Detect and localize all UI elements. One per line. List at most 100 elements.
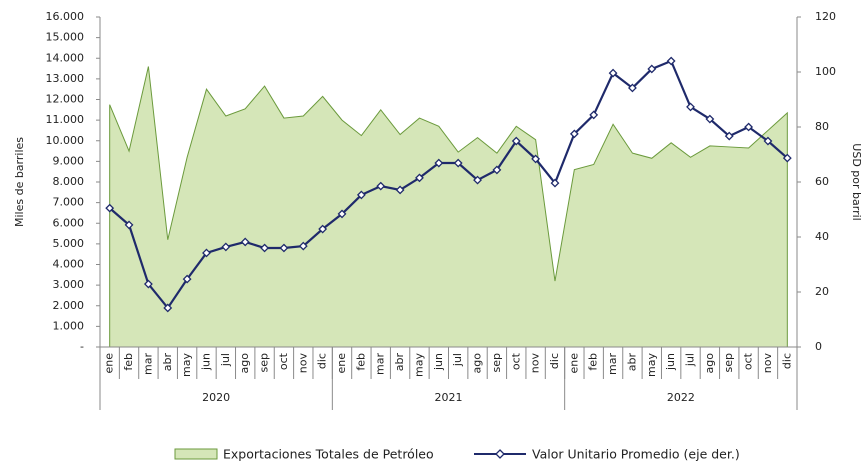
marker	[666, 56, 676, 66]
marker	[647, 64, 657, 74]
x-tick-label: jul	[451, 353, 464, 367]
y-tick-label: -	[80, 340, 84, 353]
marker	[318, 224, 328, 234]
x-tick-label: ago	[703, 353, 716, 374]
x-tick-label: ene	[567, 353, 580, 374]
y-tick-label: 1.000	[53, 319, 85, 332]
x-tick-label: dic	[548, 353, 561, 369]
marker	[492, 165, 502, 175]
y2-axis-label: USD por barril	[850, 143, 863, 220]
y2-tick-label: 20	[815, 285, 829, 298]
marker	[724, 131, 734, 141]
legend-swatch-area	[174, 448, 218, 460]
y-tick-label: 11.000	[46, 113, 85, 126]
x-tick-label: nov	[296, 353, 309, 374]
marker	[434, 158, 444, 168]
y2-tick-label: 80	[815, 120, 829, 133]
x-tick-label: abr	[393, 353, 406, 372]
x-tick-label: ago	[238, 353, 251, 374]
x-tick-label: dic	[316, 353, 329, 369]
x-tick-label: oct	[742, 352, 755, 370]
x-tick-label: ago	[471, 353, 484, 374]
marker	[686, 102, 695, 112]
x-tick-label: abr	[625, 353, 638, 372]
marker	[356, 190, 366, 200]
x-tick-label: sep	[258, 353, 271, 372]
marker	[105, 203, 115, 213]
legend-label: Exportaciones Totales de Petróleo	[223, 447, 434, 462]
y-tick-label: 8.000	[53, 175, 85, 188]
marker	[608, 68, 618, 78]
marker	[589, 110, 599, 120]
y-tick-label: 7.000	[53, 196, 85, 209]
x-tick-label: jul	[684, 353, 697, 367]
marker	[279, 243, 289, 253]
marker	[569, 129, 579, 139]
x-tick-label: feb	[587, 353, 600, 371]
y-axis-label: Miles de barriles	[13, 137, 26, 227]
marker	[511, 136, 521, 146]
group-label: 2020	[202, 391, 230, 404]
marker	[163, 303, 173, 313]
y-tick-label: 2.000	[53, 299, 85, 312]
marker	[395, 185, 405, 195]
y-tick-label: 16.000	[46, 10, 85, 23]
x-tick-label: sep	[490, 353, 503, 372]
marker	[202, 248, 211, 258]
legend-label: Valor Unitario Promedio (eje der.)	[532, 447, 740, 462]
x-tick-label: jun	[432, 353, 445, 371]
y2-tick-label: 100	[815, 65, 836, 78]
x-tick-label: nov	[761, 353, 774, 374]
y-tick-label: 9.000	[53, 154, 85, 167]
x-tick-label: oct	[277, 352, 290, 370]
y-tick-label: 13.000	[46, 72, 85, 85]
x-tick-label: feb	[122, 353, 135, 371]
x-tick-label: jun	[664, 353, 677, 371]
marker	[763, 136, 773, 146]
marker	[782, 153, 792, 163]
marker	[260, 243, 269, 253]
x-tick-label: may	[645, 353, 658, 377]
marker	[298, 241, 308, 251]
marker	[550, 178, 560, 188]
x-tick-label: mar	[606, 353, 619, 375]
marker	[705, 114, 715, 124]
marker	[337, 209, 347, 219]
marker	[376, 181, 386, 191]
x-tick-label: feb	[354, 353, 367, 371]
x-tick-label: jun	[199, 353, 212, 371]
y-tick-label: 4.000	[53, 258, 85, 271]
y2-tick-label: 120	[815, 10, 836, 23]
y-tick-label: 5.000	[53, 237, 85, 250]
marker	[453, 158, 463, 168]
x-tick-label: dic	[780, 353, 793, 369]
x-tick-label: sep	[722, 353, 735, 372]
legend-marker	[495, 449, 505, 459]
x-tick-label: may	[180, 353, 193, 377]
marker	[531, 154, 541, 164]
marker	[744, 122, 754, 132]
y2-tick-label: 0	[815, 340, 822, 353]
marker	[124, 220, 134, 230]
x-tick-label: jul	[219, 353, 232, 367]
marker	[221, 242, 231, 252]
x-tick-label: ene	[103, 353, 116, 374]
marker	[143, 279, 153, 289]
x-tick-label: mar	[374, 353, 387, 375]
x-tick-label: may	[412, 353, 425, 377]
y-tick-label: 6.000	[53, 216, 85, 229]
x-tick-label: nov	[529, 353, 542, 374]
x-tick-label: mar	[141, 353, 154, 375]
marker	[628, 83, 637, 93]
y2-tick-label: 40	[815, 230, 829, 243]
marker	[415, 173, 424, 183]
y-tick-label: 10.000	[46, 134, 85, 147]
marker	[473, 175, 482, 185]
y-tick-label: 12.000	[46, 93, 85, 106]
y2-tick-label: 60	[815, 175, 829, 188]
y-tick-label: 3.000	[53, 278, 85, 291]
y-tick-label: 14.000	[46, 51, 85, 64]
x-tick-label: ene	[335, 353, 348, 374]
group-label: 2021	[435, 391, 463, 404]
